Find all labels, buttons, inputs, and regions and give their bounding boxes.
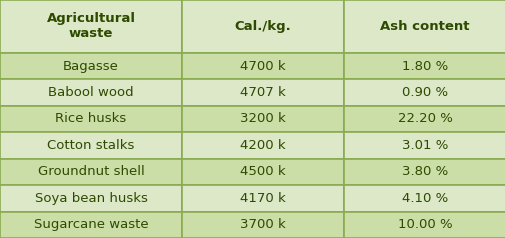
Bar bbox=[343, 159, 505, 185]
Text: 4500 k: 4500 k bbox=[240, 165, 285, 178]
Text: 4170 k: 4170 k bbox=[240, 192, 285, 205]
Bar bbox=[0, 132, 182, 159]
Bar bbox=[0, 53, 182, 79]
Bar bbox=[0, 0, 182, 53]
Bar bbox=[343, 132, 505, 159]
Bar bbox=[343, 0, 505, 53]
Bar bbox=[182, 79, 343, 106]
Bar bbox=[0, 212, 182, 238]
Text: 22.20 %: 22.20 % bbox=[397, 113, 451, 125]
Text: 3.01 %: 3.01 % bbox=[401, 139, 447, 152]
Text: Groundnut shell: Groundnut shell bbox=[38, 165, 144, 178]
Text: 10.00 %: 10.00 % bbox=[397, 218, 451, 231]
Text: 4707 k: 4707 k bbox=[240, 86, 285, 99]
Bar bbox=[182, 159, 343, 185]
Bar bbox=[182, 0, 343, 53]
Text: Cotton stalks: Cotton stalks bbox=[47, 139, 134, 152]
Bar bbox=[182, 212, 343, 238]
Text: Bagasse: Bagasse bbox=[63, 60, 119, 73]
Bar bbox=[343, 53, 505, 79]
Text: 3.80 %: 3.80 % bbox=[401, 165, 447, 178]
Bar bbox=[0, 185, 182, 212]
Text: 4700 k: 4700 k bbox=[240, 60, 285, 73]
Bar bbox=[0, 159, 182, 185]
Text: 4.10 %: 4.10 % bbox=[401, 192, 447, 205]
Text: Sugarcane waste: Sugarcane waste bbox=[34, 218, 148, 231]
Text: 3200 k: 3200 k bbox=[240, 113, 285, 125]
Bar bbox=[182, 185, 343, 212]
Bar bbox=[343, 79, 505, 106]
Text: 3700 k: 3700 k bbox=[240, 218, 285, 231]
Text: 0.90 %: 0.90 % bbox=[401, 86, 447, 99]
Text: Babool wood: Babool wood bbox=[48, 86, 134, 99]
Text: Agricultural
waste: Agricultural waste bbox=[46, 12, 135, 40]
Bar bbox=[0, 79, 182, 106]
Text: Soya bean husks: Soya bean husks bbox=[34, 192, 147, 205]
Bar bbox=[343, 185, 505, 212]
Text: Ash content: Ash content bbox=[380, 20, 469, 33]
Text: Cal./kg.: Cal./kg. bbox=[234, 20, 291, 33]
Bar bbox=[182, 106, 343, 132]
Text: Rice husks: Rice husks bbox=[56, 113, 126, 125]
Bar bbox=[343, 106, 505, 132]
Text: 4200 k: 4200 k bbox=[240, 139, 285, 152]
Text: 1.80 %: 1.80 % bbox=[401, 60, 447, 73]
Bar bbox=[343, 212, 505, 238]
Bar bbox=[182, 132, 343, 159]
Bar bbox=[182, 53, 343, 79]
Bar bbox=[0, 106, 182, 132]
